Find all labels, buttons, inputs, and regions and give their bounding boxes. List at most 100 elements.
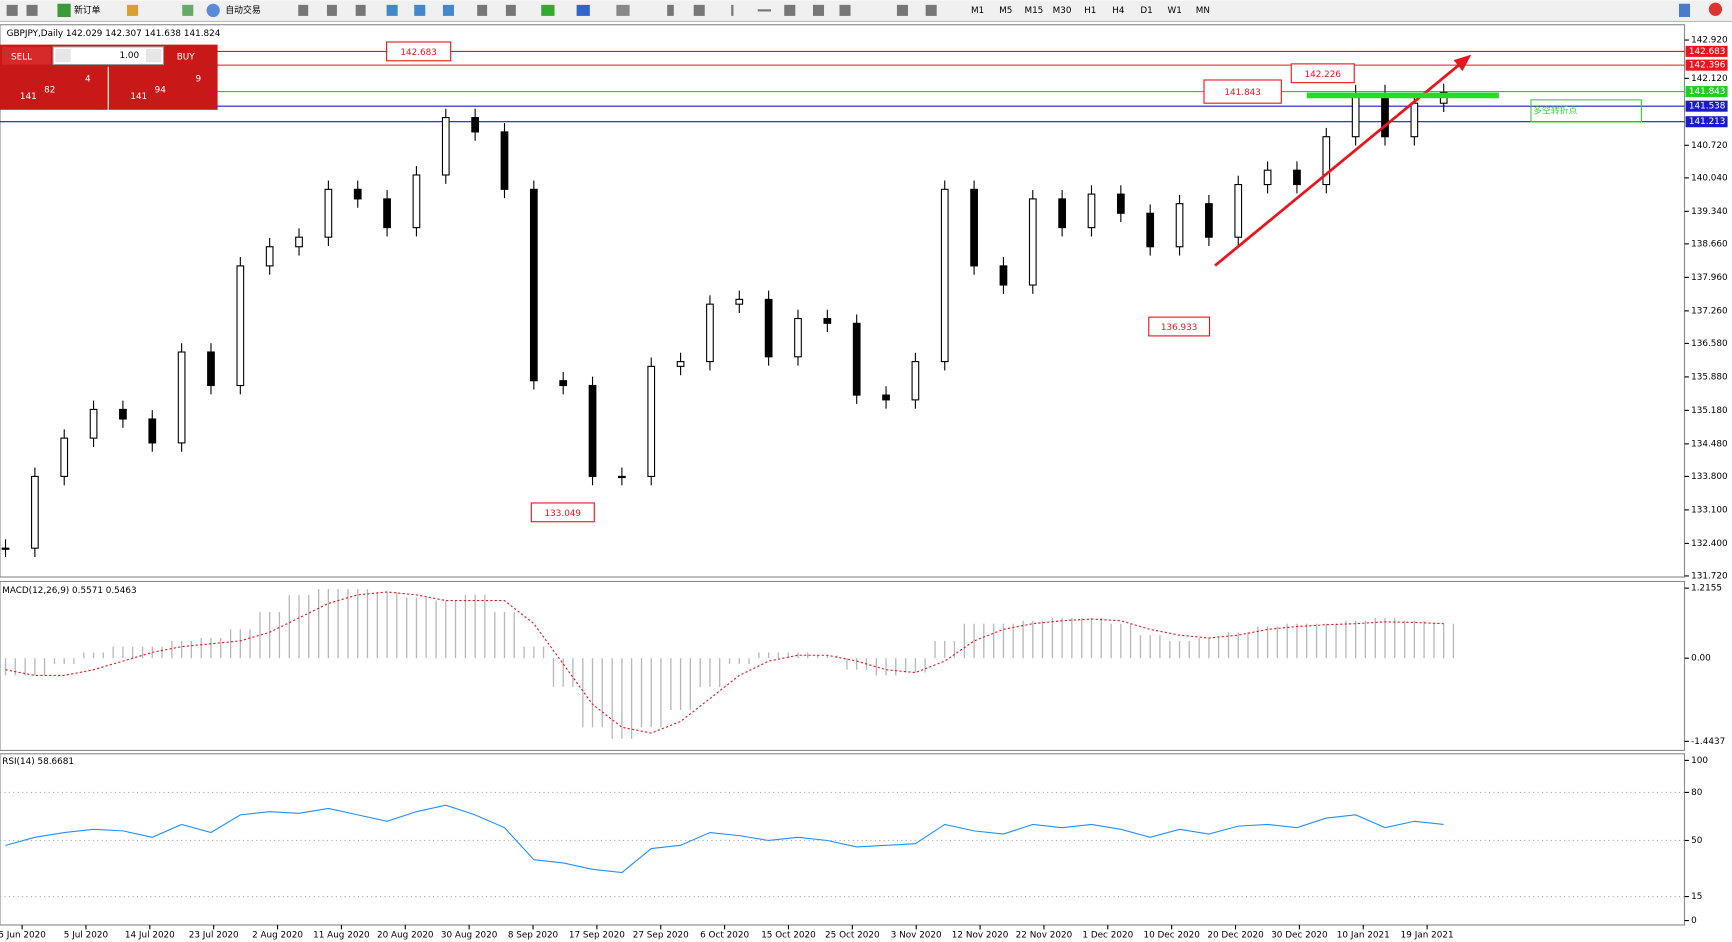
- macd-signal: [5, 591, 1444, 734]
- auto-trading-icon[interactable]: [206, 3, 220, 18]
- lot-up[interactable]: [145, 49, 162, 63]
- price-annotation-box: [386, 41, 452, 62]
- candle: [441, 117, 450, 176]
- x-tick-label: 20 Dec 2020: [1207, 930, 1264, 940]
- x-tick-label: 5 Jun 2020: [0, 930, 46, 940]
- candle: [236, 265, 245, 387]
- price-annotation-box: [1290, 63, 1355, 84]
- level-label: 141.843: [1689, 87, 1726, 97]
- x-tick-label: 30 Dec 2020: [1271, 930, 1328, 940]
- candle: [207, 351, 215, 387]
- timeframe-button[interactable]: M1: [971, 6, 984, 16]
- auto-trading-button[interactable]: 自动交易: [225, 4, 260, 16]
- x-tick-label: 27 Sep 2020: [633, 930, 689, 940]
- candle: [823, 317, 832, 324]
- level-label: 141.213: [1689, 117, 1726, 127]
- y-tick-label: 137.260: [1691, 306, 1728, 316]
- price-annotation-box: [530, 502, 595, 523]
- rsi-y-tick-label: 15: [1691, 892, 1702, 902]
- pivot-note-box: [1530, 99, 1642, 123]
- candle: [735, 298, 744, 305]
- rsi-y-tick-label: 80: [1691, 788, 1703, 798]
- candle: [412, 174, 421, 229]
- price-annotation-box: [1148, 316, 1211, 337]
- y-tick-label: 140.720: [1691, 141, 1728, 151]
- buy-price-small[interactable]: 9: [196, 74, 202, 84]
- x-tick-label: 12 Nov 2020: [952, 930, 1009, 940]
- timeframe-bar: M1 M5 M15 M30 H1 H4 D1 W1 MN: [971, 6, 1210, 16]
- price-annotation: 142.683: [400, 48, 437, 58]
- level-marker: [1685, 86, 1728, 98]
- candle: [1322, 136, 1331, 186]
- timeframe-button[interactable]: W1: [1168, 6, 1182, 16]
- candle: [999, 265, 1008, 286]
- sell-price-big[interactable]: 141: [20, 92, 37, 102]
- lot-down[interactable]: [55, 49, 71, 63]
- x-tick-label: 23 Jul 2020: [189, 930, 239, 940]
- x-tick-label: 1 Dec 2020: [1082, 930, 1133, 940]
- candle: [852, 322, 861, 396]
- level-marker: [1685, 116, 1728, 128]
- buy-price-big[interactable]: 141: [130, 92, 147, 102]
- sell-header[interactable]: [2, 46, 51, 65]
- price-annotation: 136.933: [1161, 323, 1198, 333]
- candle: [559, 380, 568, 387]
- candle: [119, 408, 127, 420]
- sell-price-small[interactable]: 4: [85, 74, 91, 84]
- timeframe-button[interactable]: M15: [1024, 6, 1043, 16]
- y-tick-label: 140.040: [1691, 173, 1728, 183]
- buy-button[interactable]: BUY: [177, 52, 196, 62]
- candle: [1175, 203, 1184, 248]
- new-order-button[interactable]: 新订单: [74, 4, 101, 16]
- y-tick-label: 142.120: [1691, 74, 1728, 84]
- buy-price-main[interactable]: 94: [155, 85, 167, 95]
- candle: [676, 361, 685, 367]
- lot-input[interactable]: [52, 46, 165, 66]
- candle: [295, 236, 303, 248]
- level-marker: [1685, 100, 1728, 112]
- candle: [764, 298, 773, 358]
- sell-price-main[interactable]: 82: [44, 85, 55, 95]
- sell-button[interactable]: SELL: [11, 52, 32, 62]
- rsi-y-tick-label: 0: [1691, 916, 1697, 926]
- candle: [1146, 212, 1155, 248]
- notification-badge[interactable]: [1708, 2, 1723, 16]
- x-tick-label: 6 Oct 2020: [700, 930, 749, 940]
- candle: [940, 188, 949, 363]
- candle: [647, 365, 656, 477]
- timeframe-button[interactable]: H1: [1084, 6, 1096, 16]
- candle: [353, 188, 362, 200]
- x-tick-label: 10 Dec 2020: [1143, 930, 1200, 940]
- x-tick-label: 11 Aug 2020: [313, 930, 370, 940]
- main-chart: [0, 24, 1686, 578]
- x-tick-label: 14 Jul 2020: [125, 930, 175, 940]
- candle: [1410, 102, 1419, 138]
- candle: [265, 246, 274, 267]
- x-tick-label: 15 Oct 2020: [761, 930, 816, 940]
- x-tick-label: 19 Jan 2021: [1401, 930, 1454, 940]
- lot-value[interactable]: 1.00: [120, 51, 140, 61]
- candle: [1263, 169, 1272, 186]
- candle: [1, 547, 10, 550]
- macd-y-tick-label: 0.00: [1691, 654, 1711, 664]
- timeframe-button[interactable]: D1: [1140, 6, 1152, 16]
- timeframe-button[interactable]: H4: [1112, 6, 1125, 16]
- new-order-icon[interactable]: [57, 3, 71, 18]
- candle: [1087, 193, 1096, 229]
- level-label: 141.538: [1689, 102, 1726, 112]
- x-tick-label: 20 Aug 2020: [377, 930, 434, 940]
- macd-title: MACD(12,26,9) 0.5571 0.5463: [2, 586, 136, 596]
- y-tick-label: 136.580: [1691, 339, 1728, 349]
- rsi-panel: [0, 753, 1686, 926]
- timeframe-button[interactable]: M5: [999, 6, 1012, 16]
- y-tick-label: 138.660: [1691, 239, 1728, 249]
- timeframe-button[interactable]: MN: [1196, 6, 1210, 16]
- candle: [1205, 203, 1213, 238]
- candle: [529, 188, 538, 382]
- timeframe-button[interactable]: M30: [1053, 6, 1072, 16]
- toolbar-icons: [6, 3, 1691, 18]
- toolbar: [0, 0, 1732, 22]
- candle: [1293, 169, 1301, 186]
- pivot-note: 多空转折点: [1533, 104, 1577, 116]
- candle: [383, 198, 391, 229]
